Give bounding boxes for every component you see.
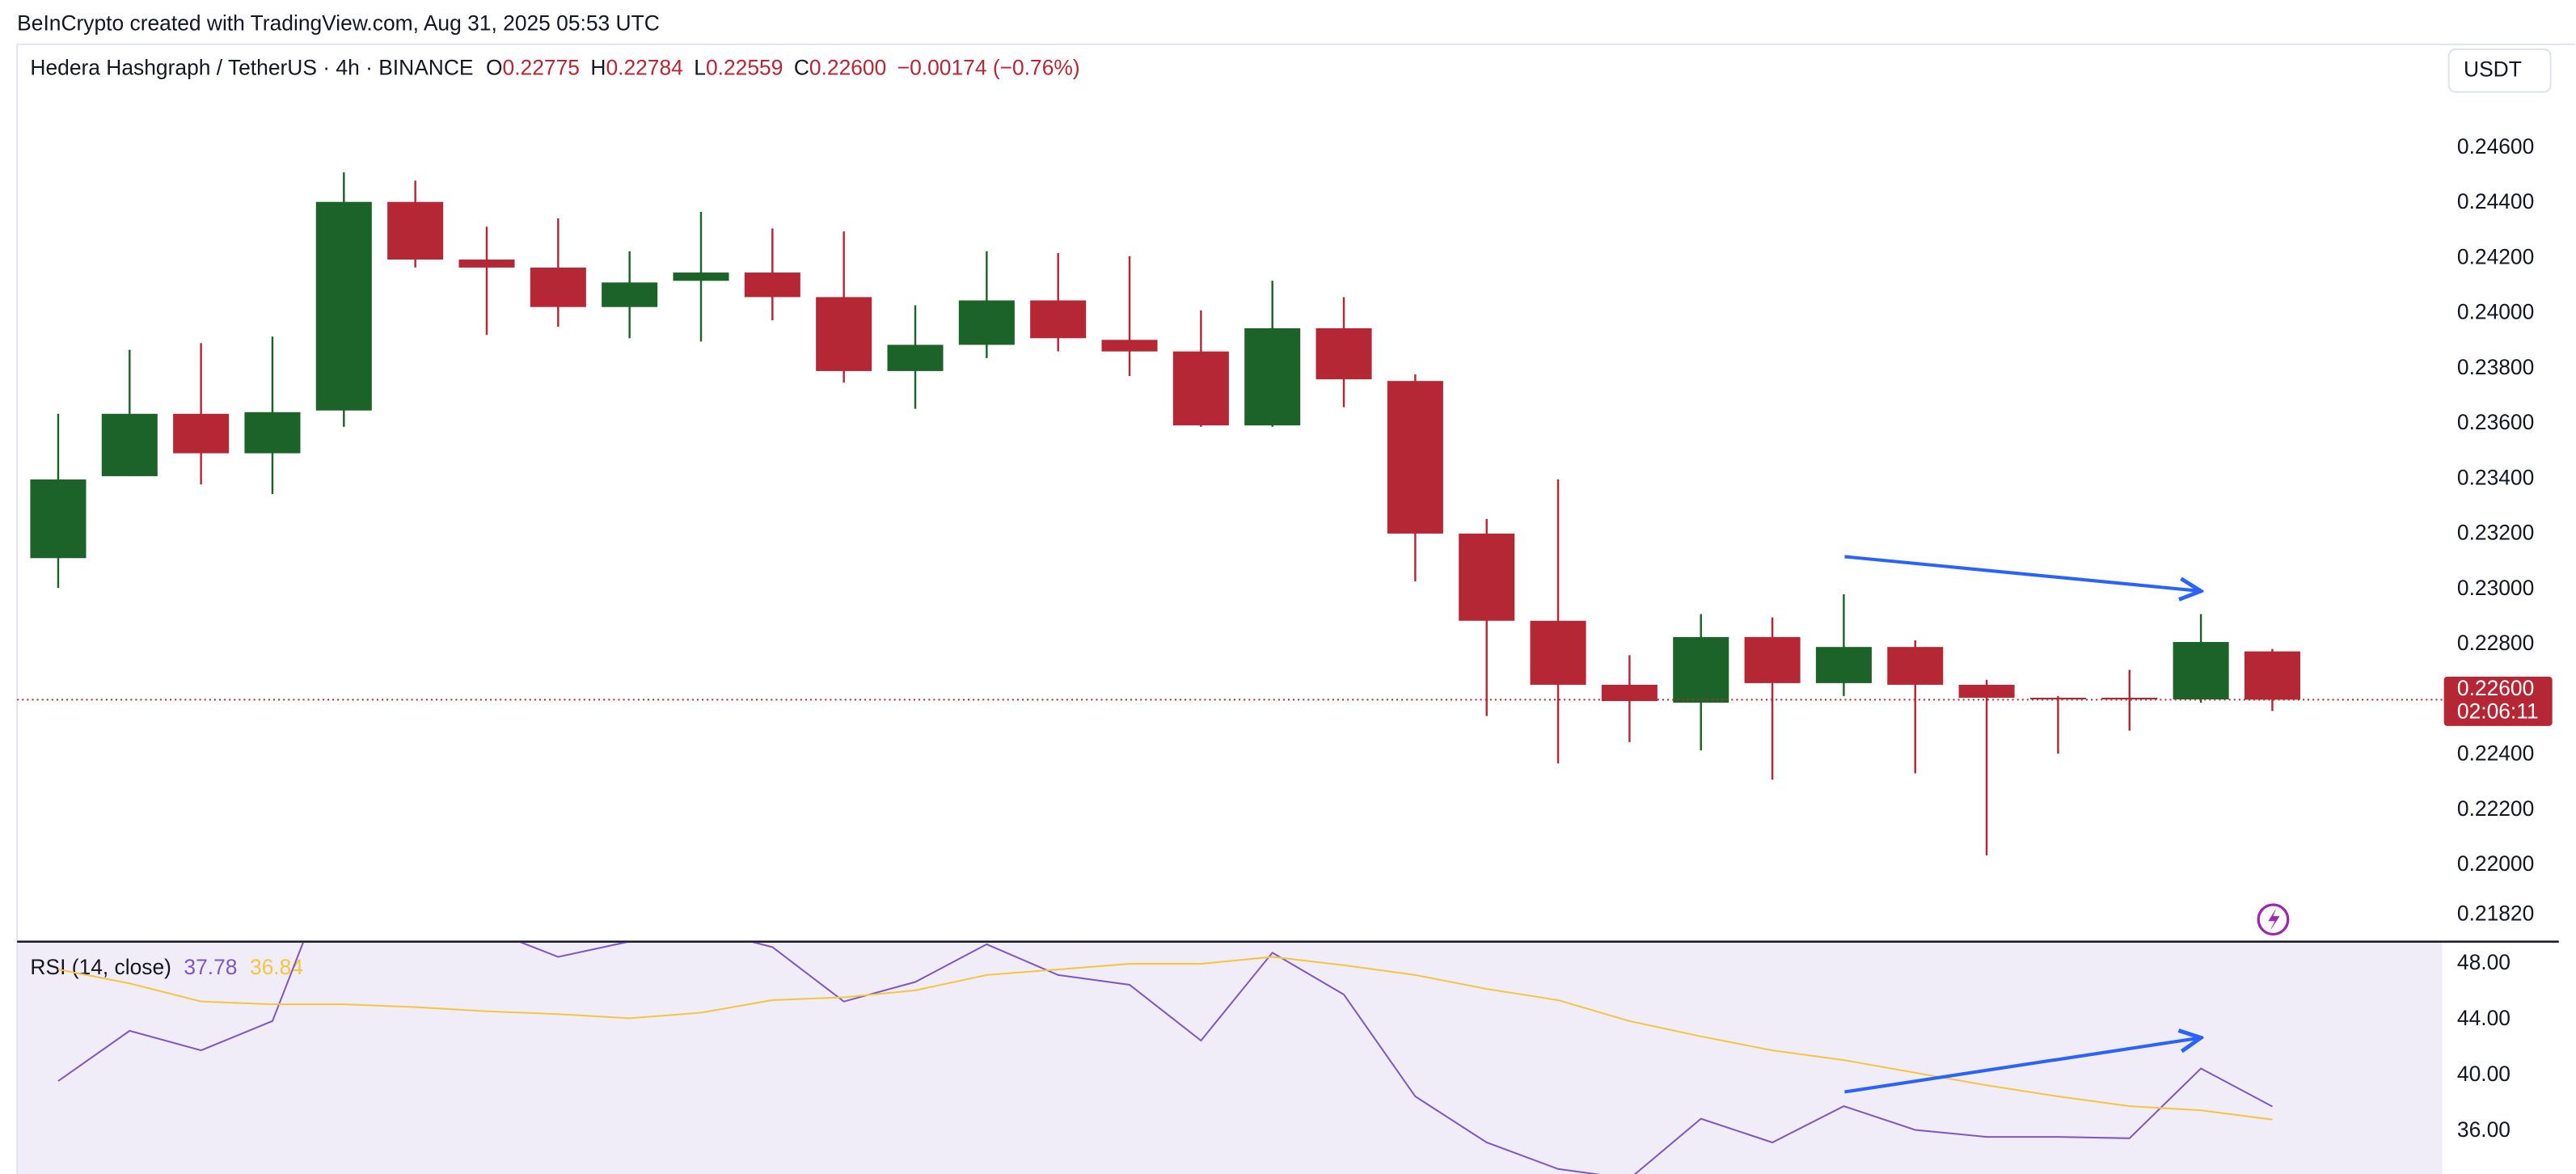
- candle-body: [673, 272, 729, 281]
- candle-body: [744, 272, 800, 298]
- y-tick-label: 0.24000: [2457, 300, 2534, 324]
- candle-body: [2101, 697, 2158, 700]
- candle-body: [101, 413, 158, 476]
- candle-body: [2173, 642, 2229, 700]
- candle-body: [887, 344, 944, 371]
- currency-box[interactable]: [2447, 48, 2552, 93]
- rsi-ma-value: 36.84: [250, 955, 303, 979]
- symbol-title: Hedera Hashgraph / TetherUS · 4h · BINAN…: [30, 55, 473, 79]
- symbol-legend: Hedera Hashgraph / TetherUS · 4h · BINAN…: [30, 55, 1079, 79]
- ohlc-value: 0.22784: [606, 55, 682, 79]
- ohlc-value: 0.22600: [809, 55, 886, 79]
- y-tick-label: 0.21820: [2457, 902, 2534, 926]
- ohlc-label: C: [794, 55, 809, 79]
- candle-body: [315, 201, 372, 411]
- annotation-arrow: [1844, 555, 2201, 591]
- candle-body: [1673, 636, 1729, 703]
- candle-body: [1101, 340, 1158, 352]
- candle-body: [1030, 300, 1087, 339]
- currency[interactable]: USDT: [2464, 57, 2522, 81]
- candle-body: [1172, 351, 1229, 426]
- candle-body: [387, 201, 444, 260]
- candle-body: [30, 479, 87, 559]
- ohlc-label: H: [590, 55, 606, 79]
- candle-body: [530, 267, 586, 307]
- y-tick-label: 44.00: [2457, 1006, 2511, 1030]
- y-tick-label: 0.22400: [2457, 741, 2534, 766]
- candle-body: [1887, 647, 1944, 685]
- price-plot: [17, 172, 2443, 855]
- candle-body: [602, 282, 658, 307]
- y-tick-label: 0.22000: [2457, 851, 2534, 876]
- annotation-arrow: [1844, 1037, 2201, 1094]
- candle-body: [1387, 381, 1443, 534]
- y-tick-label: 0.22800: [2457, 631, 2534, 655]
- y-tick-label: 0.22200: [2457, 796, 2534, 821]
- last-price-tag: [2443, 676, 2553, 726]
- y-tick-label: 0.23800: [2457, 355, 2534, 379]
- y-tick-label: 0.23000: [2457, 576, 2534, 600]
- last-price-label: 0.22600: [2457, 676, 2534, 700]
- rsi-plot: [57, 942, 2273, 1174]
- candle-body: [2029, 697, 2086, 700]
- axis-layer: 0.24600 0.24400 0.24200 0.24000 0.23800 0.236…: [2442, 134, 2553, 1142]
- rsi-value: 37.78: [184, 955, 237, 979]
- candle-body: [2244, 651, 2300, 700]
- rsi-line: [57, 956, 2273, 1121]
- attribution: BeInCrypto created with TradingView.com,…: [17, 11, 660, 35]
- rsi-line: [57, 942, 2273, 1174]
- y-tick-label: 40.00: [2457, 1062, 2511, 1086]
- alert-icon[interactable]: [2257, 903, 2290, 936]
- ohlc-label: O: [486, 55, 503, 79]
- candle-body: [816, 297, 872, 371]
- candle-body: [173, 413, 230, 454]
- rsi-pane: [17, 942, 2443, 1174]
- rsi-title: RSI (14, close): [30, 955, 171, 979]
- candle-body: [1601, 684, 1658, 702]
- change: −0.00174 (−0.76%): [897, 55, 1080, 79]
- ohlc-label: L: [694, 55, 706, 79]
- candle-body: [1315, 328, 1372, 380]
- y-tick-label: 0.23600: [2457, 410, 2534, 434]
- y-tick-label: 36.00: [2457, 1117, 2511, 1142]
- y-tick-label: 0.24200: [2457, 244, 2534, 268]
- y-tick-label: 0.23400: [2457, 465, 2534, 489]
- y-tick-label: 0.24600: [2457, 134, 2534, 158]
- candle-body: [958, 300, 1015, 345]
- rsi-legend: RSI (14, close) 37.78 36.84: [30, 955, 303, 979]
- y-tick-label: 48.00: [2457, 950, 2511, 974]
- candle-body: [1744, 636, 1801, 683]
- ohlc-value: 0.22559: [706, 55, 783, 79]
- countdown: 02:06:11: [2457, 699, 2539, 724]
- candle-body: [1459, 533, 1515, 621]
- candle-body: [244, 412, 301, 454]
- candle-body: [1958, 684, 2015, 698]
- y-tick-label: 0.24400: [2457, 189, 2534, 213]
- ohlc-value: 0.22775: [503, 55, 580, 79]
- candle-body: [1244, 328, 1301, 426]
- y-tick-label: 0.23200: [2457, 521, 2534, 545]
- candle-body: [458, 260, 515, 268]
- candle-body: [1815, 647, 1872, 683]
- candle-body: [1530, 620, 1586, 685]
